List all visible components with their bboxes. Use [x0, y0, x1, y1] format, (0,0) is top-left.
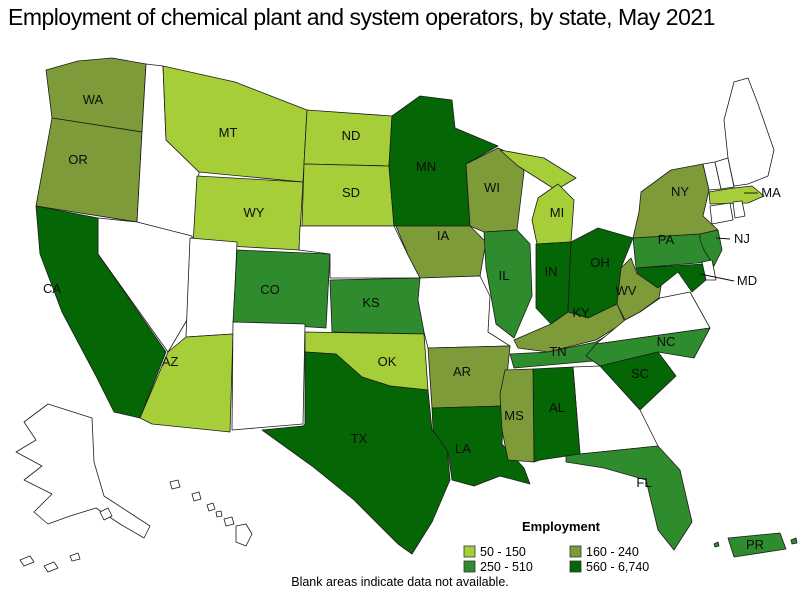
state-label-fl: FL — [636, 475, 651, 490]
state-mi-upper-peninsula — [499, 149, 577, 191]
state-label-wv: WV — [616, 283, 637, 298]
state-hi-island — [223, 516, 235, 527]
state-ne — [298, 225, 421, 279]
state-wi — [465, 147, 525, 233]
legend-label-250-510: 250 - 510 — [480, 560, 533, 574]
state-il — [483, 229, 533, 339]
state-label-md: MD — [737, 273, 757, 288]
state-label-tx: TX — [351, 431, 368, 446]
state-ky — [513, 303, 626, 353]
state-labels-layer: WA OR CA MT WY CO AZ ND SD KS OK TX MN I… — [43, 92, 781, 552]
state-nh — [714, 157, 735, 190]
states-layer — [15, 57, 798, 573]
state-label-ca: CA — [43, 281, 61, 296]
state-ut — [185, 237, 238, 338]
state-ak-mainland — [15, 403, 151, 539]
state-label-mi: MI — [550, 205, 564, 220]
state-hi-island — [206, 502, 216, 512]
state-ak-island — [19, 555, 35, 567]
state-label-wy: WY — [244, 205, 265, 220]
legend-swatch-560-6740 — [569, 560, 582, 573]
state-mi — [499, 149, 577, 245]
md-label-leader — [699, 273, 735, 282]
state-hi-island — [191, 491, 202, 502]
state-pr — [713, 532, 798, 558]
state-label-pa: PA — [658, 232, 675, 247]
state-label-ma: MA — [761, 185, 781, 200]
state-ri — [732, 200, 746, 219]
state-in — [535, 241, 572, 325]
state-ma — [708, 185, 765, 205]
state-fl — [565, 445, 693, 551]
state-label-ia: IA — [437, 228, 450, 243]
state-label-mn: MN — [416, 159, 436, 174]
state-hi-island — [215, 510, 223, 518]
state-label-nd: ND — [342, 128, 361, 143]
state-ak — [15, 403, 151, 573]
legend-swatch-250-510 — [463, 560, 476, 573]
state-pr-island — [713, 541, 720, 548]
legend-label-560-6740: 560 - 6,740 — [586, 560, 649, 574]
legend-title: Employment — [522, 519, 601, 534]
state-label-wa: WA — [83, 92, 104, 107]
state-label-sc: SC — [631, 366, 649, 381]
state-label-ks: KS — [362, 295, 380, 310]
state-label-nc: NC — [657, 334, 676, 349]
state-label-oh: OH — [590, 255, 610, 270]
state-label-az: AZ — [162, 354, 179, 369]
state-label-wi: WI — [484, 180, 500, 195]
legend-label-160-240: 160 - 240 — [586, 545, 639, 559]
page-title: Employment of chemical plant and system … — [8, 4, 715, 30]
state-hi — [169, 479, 253, 547]
state-me — [723, 77, 775, 187]
state-label-co: CO — [260, 282, 280, 297]
state-pr-main — [727, 532, 787, 558]
state-pr-island — [790, 537, 798, 545]
state-hi-island — [235, 523, 253, 547]
legend-swatch-50-150 — [463, 545, 476, 558]
state-mn — [388, 95, 499, 227]
state-ak-island — [69, 552, 81, 562]
state-label-pr: PR — [746, 537, 764, 552]
state-label-la: LA — [455, 441, 471, 456]
legend-swatch-160-240 — [569, 545, 582, 558]
state-nm — [231, 321, 306, 431]
state-tx — [261, 351, 451, 555]
state-or — [35, 117, 143, 223]
state-ca — [35, 205, 167, 419]
state-label-or: OR — [68, 152, 88, 167]
state-az — [139, 333, 234, 433]
state-ny — [632, 163, 719, 239]
state-label-ar: AR — [453, 364, 471, 379]
legend-label-50-150: 50 - 150 — [480, 545, 526, 559]
state-ak-island — [43, 561, 59, 573]
state-ms — [499, 368, 535, 463]
state-co — [232, 249, 331, 329]
nj-label-leader — [715, 237, 731, 240]
state-label-ms: MS — [504, 408, 524, 423]
state-label-ky: KY — [572, 305, 590, 320]
state-label-il: IL — [499, 268, 510, 283]
footnote: Blank areas indicate data not available. — [291, 575, 509, 589]
label-leaders — [699, 192, 758, 282]
state-label-nj: NJ — [734, 231, 750, 246]
state-ct — [709, 202, 734, 225]
state-label-mt: MT — [219, 125, 238, 140]
map-legend: Employment 50 - 150 160 - 240 250 - 510 … — [463, 519, 649, 574]
state-label-al: AL — [549, 400, 565, 415]
state-nj — [699, 229, 723, 267]
state-label-sd: SD — [342, 185, 360, 200]
state-label-in: IN — [545, 264, 558, 279]
state-hi-island — [169, 479, 181, 490]
state-label-tn: TN — [549, 344, 566, 359]
state-label-ny: NY — [671, 184, 689, 199]
state-ak-island — [99, 507, 113, 521]
state-label-ok: OK — [378, 354, 397, 369]
